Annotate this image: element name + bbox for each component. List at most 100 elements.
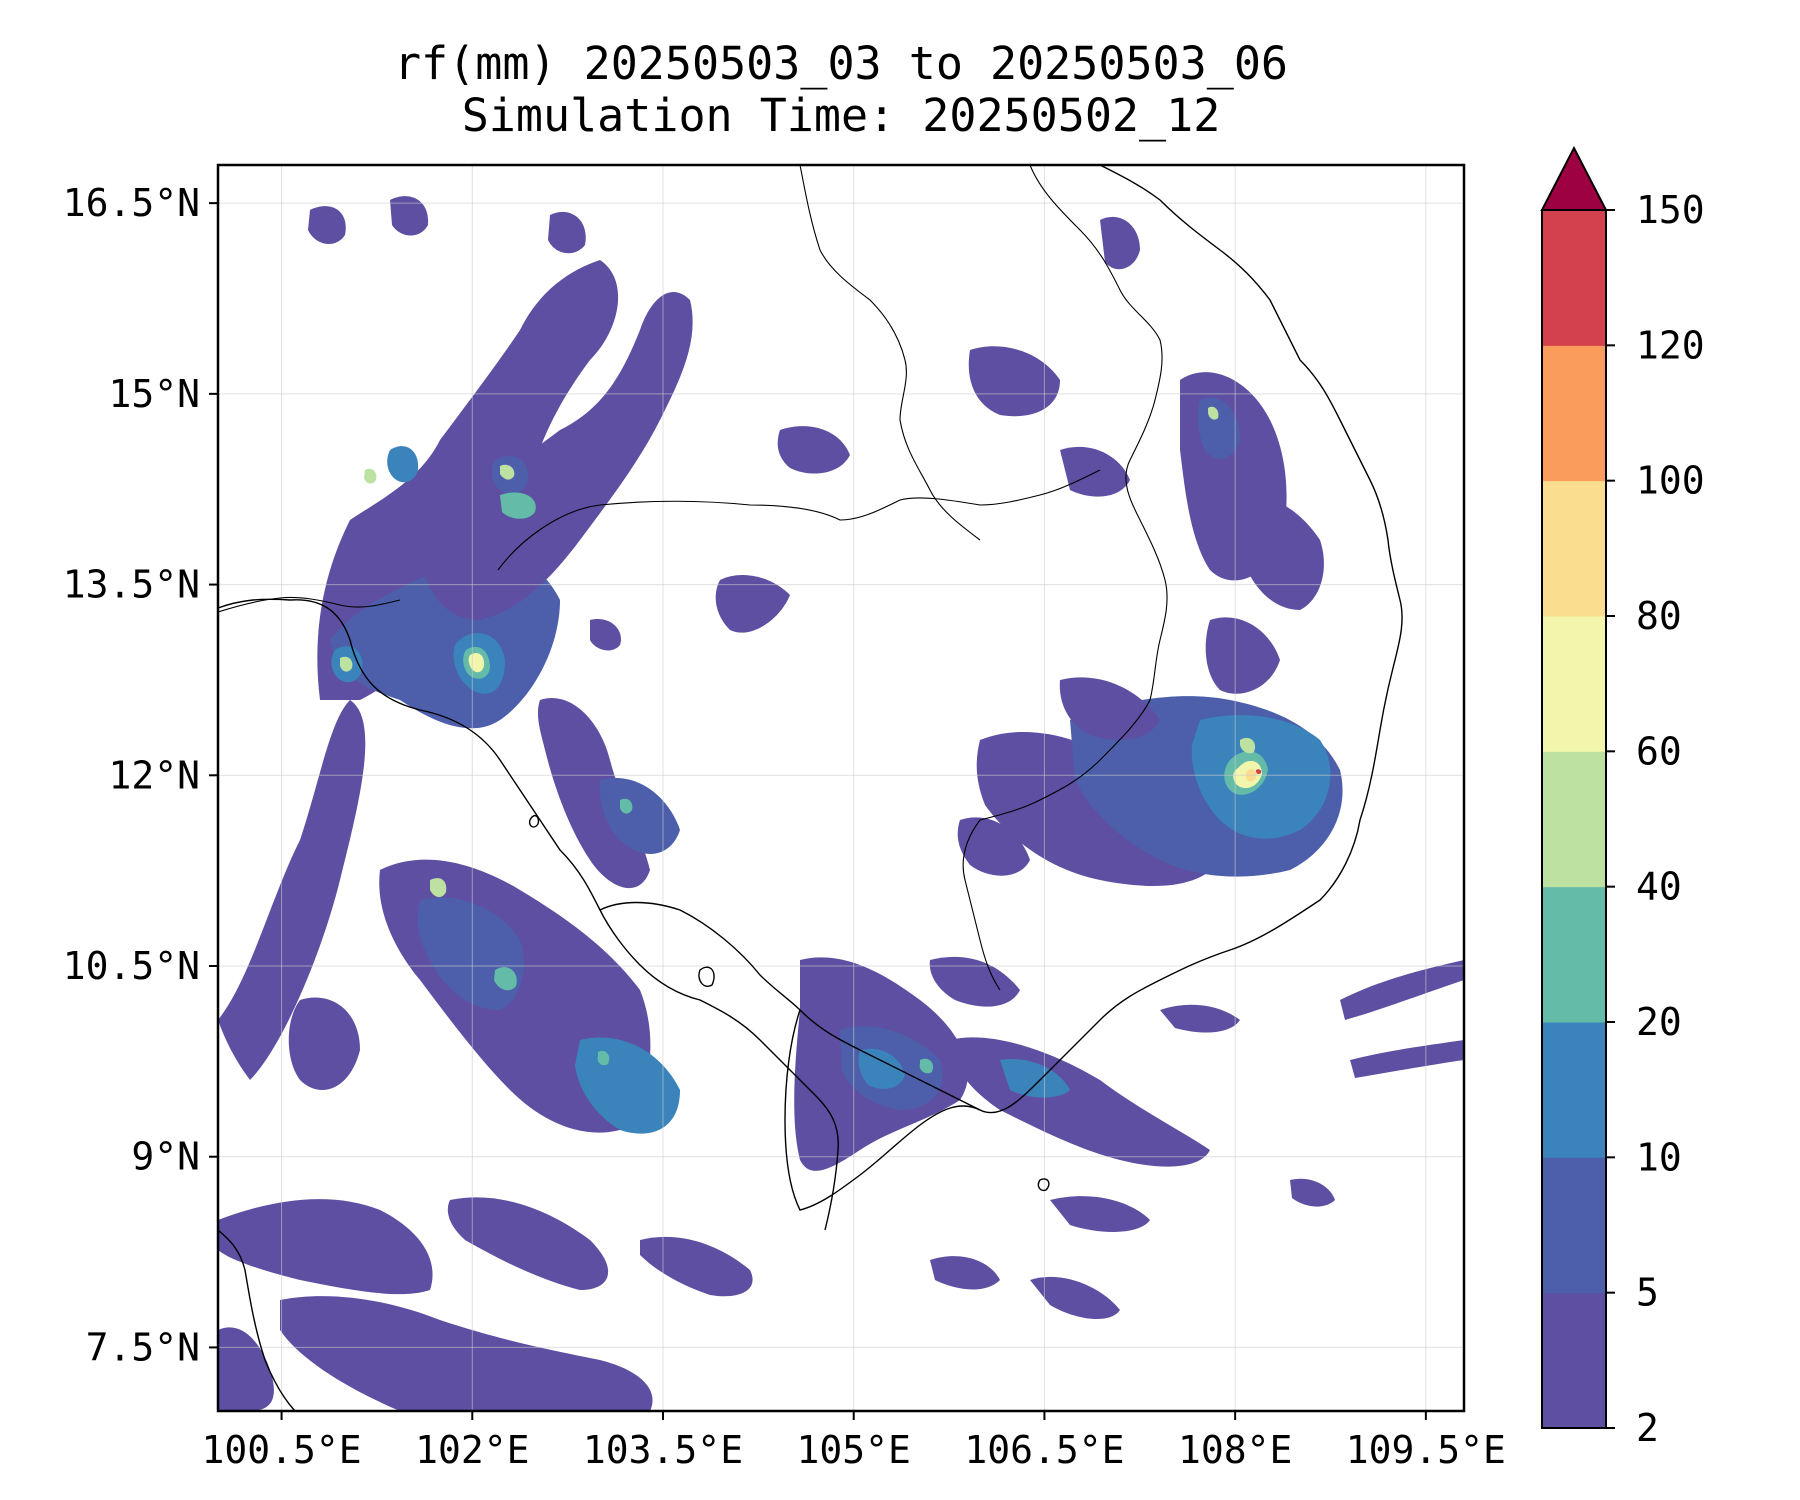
border-thai-laos — [799, 165, 981, 541]
title-line-2: Simulation Time: 20250502_12 — [461, 89, 1221, 142]
country-borders — [218, 165, 1168, 991]
precip-area-south-3 — [447, 1197, 609, 1290]
precip-area-east-4 — [1059, 677, 1160, 740]
precip-area-east-sea-1 — [1340, 960, 1464, 1020]
colorbar-bin — [1542, 1022, 1606, 1158]
precip-area-east-sea-4 — [1050, 1196, 1150, 1232]
x-tick-label: 106.5°E — [964, 1428, 1124, 1472]
colorbar-tick-label: 20 — [1636, 1000, 1682, 1044]
colorbar-bin — [1542, 751, 1606, 888]
border-thai-cambodia — [497, 469, 1101, 571]
precip-area-east-spot — [1240, 737, 1256, 754]
coastline-cambodia-vn — [599, 165, 1403, 1114]
colorbar-frame — [1541, 209, 1607, 1429]
precipitation-field — [218, 196, 1464, 1411]
precip-area-vn-central-4 — [1205, 617, 1280, 694]
precip-gulf-spot-2 — [494, 967, 517, 991]
precip-mekong-spot — [919, 1058, 934, 1074]
colorbar-tick-label: 120 — [1636, 323, 1705, 367]
precip-area-laos-2 — [1060, 446, 1130, 497]
colorbar-tick-label: 10 — [1636, 1135, 1682, 1179]
plot-frame — [216, 163, 1466, 1413]
colorbar-tick-label: 150 — [1636, 188, 1705, 232]
precip-area-east-5 — [957, 817, 1030, 876]
precip-area-vn-central-5 — [1100, 216, 1140, 270]
precip-area-east-sea-2 — [1350, 1040, 1464, 1078]
precip-area-mekong-5 — [1000, 1059, 1070, 1098]
colorbar-bin — [1542, 1292, 1606, 1429]
precip-area-vn-central-3 — [1240, 497, 1324, 610]
precip-north-cells — [308, 196, 586, 254]
x-tick-label: 102°E — [415, 1428, 529, 1472]
x-tick-label: 105°E — [797, 1428, 911, 1472]
precip-cambodia-interior-2 — [590, 619, 621, 651]
colorbar-bin — [1542, 886, 1606, 1023]
precip-north-spot-4 — [364, 468, 377, 484]
colorbar-tick-label: 60 — [1636, 729, 1682, 773]
x-tick-label: 109.5°E — [1346, 1428, 1506, 1472]
precip-area-northwest — [317, 260, 619, 700]
y-tick-label: 10.5°N — [63, 944, 200, 988]
coastlines — [218, 165, 1403, 1411]
y-tick-label: 16.5°N — [63, 181, 200, 225]
colorbar-bin — [1542, 210, 1606, 346]
precip-area-south-5 — [640, 1236, 753, 1297]
colorbar-tick-label: 2 — [1636, 1406, 1659, 1450]
precip-area-east-sea-5 — [1030, 1276, 1120, 1320]
precip-area-south-2 — [280, 1296, 653, 1411]
y-tick-label: 15°N — [108, 372, 200, 416]
border-cambodia-vietnam — [962, 699, 1151, 991]
precip-area-mekong-3 — [858, 1048, 905, 1089]
precip-area-east-sea-7 — [1290, 1178, 1335, 1207]
coastline-gulf-west — [218, 598, 839, 1231]
y-tick-label: 7.5°N — [86, 1325, 200, 1369]
coastline-ca-mau — [784, 1009, 981, 1211]
precip-area-east-sea-6 — [930, 1256, 1000, 1290]
x-tick-label: 100.5°E — [201, 1428, 361, 1472]
coastline-islands — [528, 814, 1050, 1192]
precip-north-spot — [387, 446, 419, 483]
map-gridlines — [218, 165, 1464, 1411]
border-laos-vietnam — [1029, 165, 1168, 701]
colorbar-bin — [1542, 1157, 1606, 1294]
title-line-1: rf(mm) 20250503_03 to 20250503_06 — [393, 37, 1289, 90]
y-tick-label: 9°N — [131, 1135, 200, 1179]
colorbar-bin — [1542, 616, 1606, 752]
precip-cambodia-spot — [620, 798, 633, 814]
map-title: rf(mm) 20250503_03 to 20250503_06 Simula… — [218, 38, 1464, 142]
border-thai-myanmar — [218, 596, 401, 613]
axis-ticks: 100.5°E 102°E 103.5°E 105°E 106.5°E 108°E 109.… — [63, 181, 1506, 1472]
precip-area-central-thai — [420, 291, 693, 620]
precip-area-south-1 — [218, 1199, 433, 1295]
precip-area-gulf-4 — [288, 997, 360, 1090]
colorbar-tick-label: 80 — [1636, 594, 1682, 638]
colorbar-extend-triangle — [1540, 145, 1608, 211]
x-tick-label: 108°E — [1178, 1428, 1292, 1472]
precip-gulf-spot-3 — [597, 1050, 610, 1066]
y-tick-label: 12°N — [108, 753, 200, 797]
precip-area-east-sea-3 — [1160, 1004, 1240, 1033]
precip-area-laos-1 — [777, 426, 850, 474]
y-tick-label: 13.5°N — [63, 563, 200, 607]
colorbar-bin — [1542, 345, 1606, 482]
x-tick-label: 103.5°E — [583, 1428, 743, 1472]
coastline-malay — [218, 1229, 296, 1411]
colorbar-tick-label: 100 — [1636, 459, 1705, 503]
colorbar: 2 5 10 20 40 60 80 100 120 150 — [1540, 145, 1705, 1450]
colorbar-tick-label: 40 — [1636, 865, 1682, 909]
precip-cambodia-interior — [715, 575, 790, 633]
precip-area-cambodia-coast-2 — [599, 778, 680, 854]
precip-gulf-spot — [430, 878, 447, 898]
precip-north-spot-5 — [500, 492, 536, 519]
precip-area-vn-central-6 — [968, 346, 1060, 417]
colorbar-bin — [1542, 480, 1606, 617]
precip-north-spot-3 — [500, 464, 515, 480]
precip-area-mekong-6 — [929, 956, 1020, 1007]
precip-area-mekong-4 — [950, 1037, 1210, 1167]
precip-vn-central-spot — [1208, 406, 1219, 420]
precip-area-south-4 — [218, 1327, 274, 1411]
precip-area-east-core-red — [1256, 769, 1262, 775]
precip-west-spot-2 — [340, 656, 353, 672]
precip-area-west-gulf — [218, 700, 366, 1080]
